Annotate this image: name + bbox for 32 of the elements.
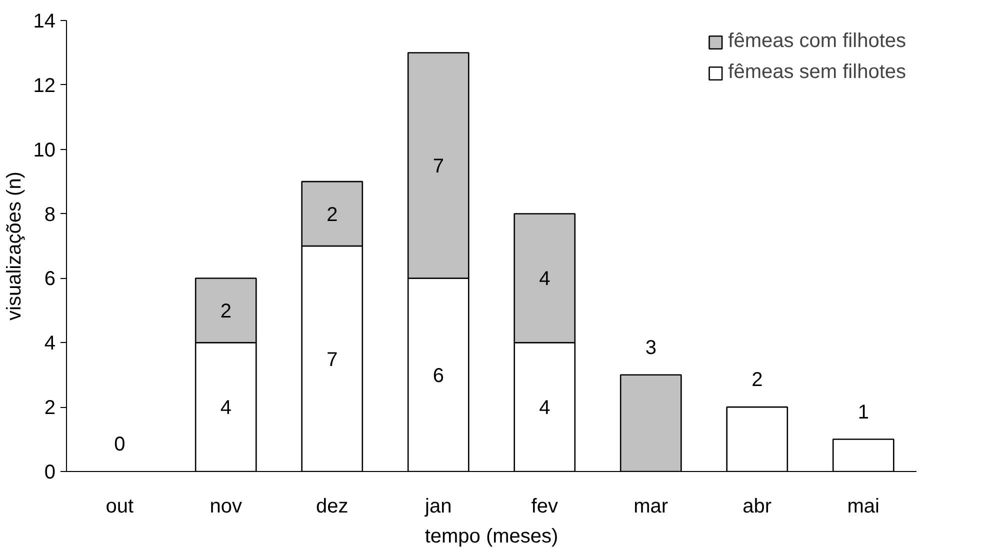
data-label: 7 xyxy=(432,155,444,178)
data-label: 4 xyxy=(539,397,550,420)
total-label: 2 xyxy=(752,369,763,392)
y-tick-label: 10 xyxy=(33,139,56,162)
total-label: 3 xyxy=(645,336,656,359)
data-label: 7 xyxy=(326,348,338,371)
x-tick-label: dez xyxy=(316,496,348,518)
x-tick-label: jan xyxy=(424,496,452,518)
data-label: 2 xyxy=(326,204,338,226)
total-label: 1 xyxy=(858,401,869,424)
x-tick-label: fev xyxy=(531,496,558,518)
y-tick-label: 6 xyxy=(44,268,56,290)
total-label: 0 xyxy=(114,434,126,456)
data-label: 6 xyxy=(432,364,444,387)
y-tick-label: 0 xyxy=(44,462,56,484)
data-label: 4 xyxy=(539,268,550,290)
data-label: 2 xyxy=(220,300,232,322)
y-tick-label: 8 xyxy=(44,204,56,226)
data-label: 4 xyxy=(220,397,232,420)
x-axis-title: tempo (meses) xyxy=(424,526,558,548)
x-tick-label: mar xyxy=(634,496,668,518)
y-tick-label: 4 xyxy=(44,332,56,355)
y-tick-label: 14 xyxy=(33,10,56,32)
legend-label: fêmeas com filhotes xyxy=(728,30,906,53)
x-tick-label: out xyxy=(106,496,134,518)
y-axis-title: visualizações (n) xyxy=(3,172,26,320)
x-tick-label: nov xyxy=(210,496,242,518)
y-tick-label: 2 xyxy=(44,397,56,420)
x-tick-label: mai xyxy=(847,496,880,518)
legend-label: fêmeas sem filhotes xyxy=(728,61,906,84)
y-tick-label: 12 xyxy=(33,74,56,97)
x-tick-label: abr xyxy=(742,496,772,518)
